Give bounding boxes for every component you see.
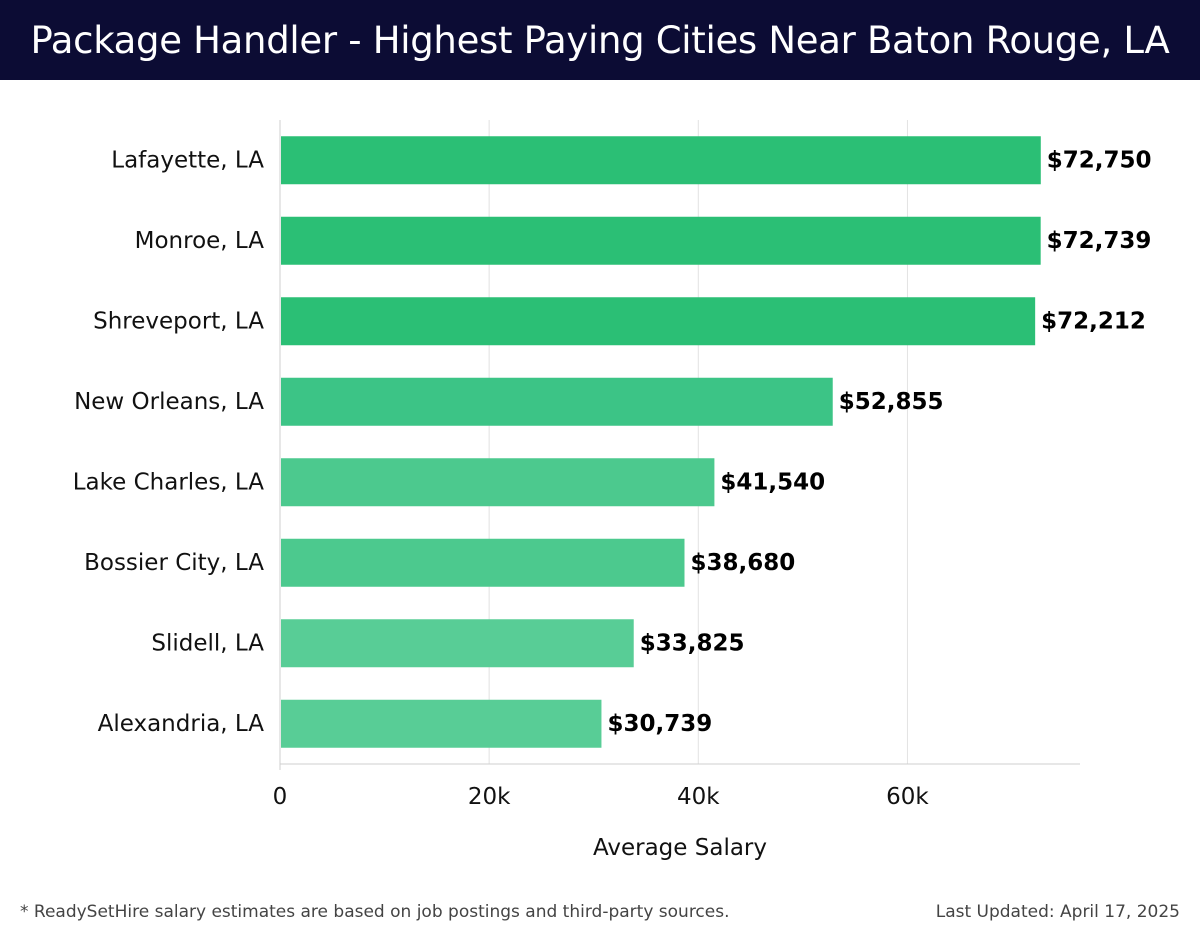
bar-1 [281, 216, 1041, 265]
category-label-3: New Orleans, LA [74, 389, 264, 415]
category-label-5: Bossier City, LA [84, 550, 264, 576]
bar-6 [281, 619, 634, 668]
x-tick-label-0: 0 [273, 784, 288, 810]
value-label-5: $38,680 [690, 550, 795, 576]
bar-4 [281, 458, 715, 507]
bar-2 [281, 297, 1036, 346]
x-axis-label: Average Salary [593, 835, 767, 861]
bar-3 [281, 377, 833, 426]
title-bar: Package Handler - Highest Paying Cities … [0, 0, 1200, 80]
x-tick-label-2: 40k [677, 784, 720, 810]
category-label-6: Slidell, LA [151, 630, 264, 656]
category-label-7: Alexandria, LA [98, 711, 265, 737]
chart-title: Package Handler - Highest Paying Cities … [30, 18, 1170, 62]
bar-7 [281, 699, 602, 748]
value-label-1: $72,739 [1047, 228, 1152, 254]
last-updated: Last Updated: April 17, 2025 [935, 902, 1180, 922]
footer: * ReadySetHire salary estimates are base… [0, 900, 1200, 926]
category-label-0: Lafayette, LA [111, 147, 264, 173]
bar-0 [281, 136, 1041, 185]
value-label-6: $33,825 [640, 630, 745, 656]
category-label-2: Shreveport, LA [93, 308, 264, 334]
value-label-2: $72,212 [1041, 308, 1146, 334]
value-label-4: $41,540 [720, 469, 825, 495]
bar-5 [281, 538, 685, 587]
value-label-0: $72,750 [1047, 147, 1152, 173]
value-label-7: $30,739 [607, 711, 712, 737]
value-label-3: $52,855 [839, 389, 944, 415]
footer-note: * ReadySetHire salary estimates are base… [20, 902, 730, 922]
x-tick-label-3: 60k [886, 784, 929, 810]
x-tick-label-1: 20k [468, 784, 511, 810]
category-label-4: Lake Charles, LA [73, 469, 265, 495]
category-label-1: Monroe, LA [135, 228, 265, 254]
bar-chart: Lafayette, LA $72,750 Monroe, LA $72,739 Shr… [73, 120, 1152, 861]
